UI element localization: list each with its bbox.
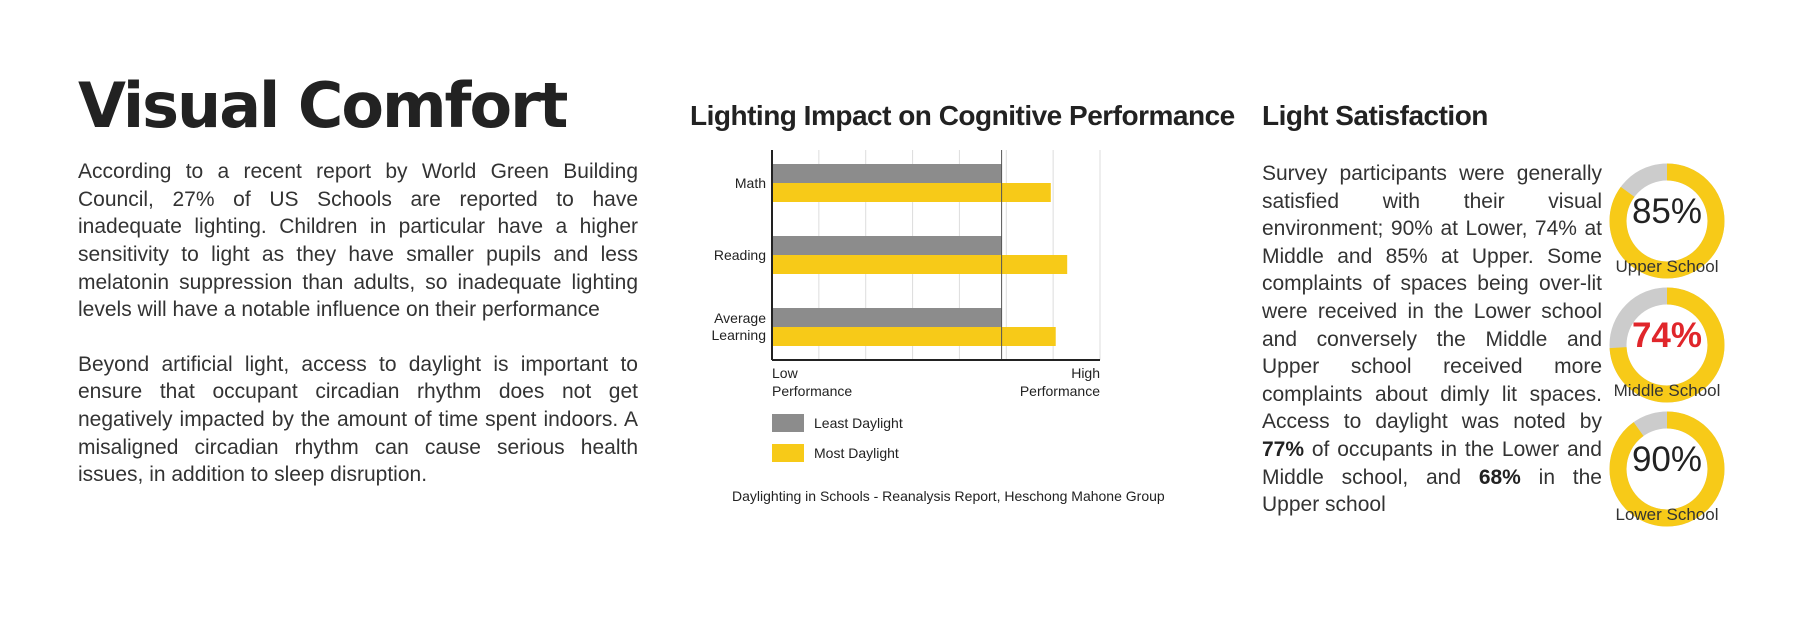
x-tick-low: Performance [772,383,852,399]
donut-middle-school: 74% Middle School [1608,286,1726,404]
legend-label: Most Daylight [814,445,899,461]
survey-text-part3: in the Upper school [1262,465,1602,517]
category-label: Reading [714,247,766,263]
donut-arc [1609,411,1725,527]
bar-most-daylight [772,255,1068,274]
bar-most-daylight [772,183,1051,202]
bar-least-daylight [772,236,1002,255]
satisfaction-title: Light Satisfaction [1262,100,1488,131]
donut-label-upper: Upper School [1615,257,1719,276]
survey-text-part2: of occupants in the Lower and Middle sch… [1262,437,1602,489]
donut-label-middle: Middle School [1613,381,1721,400]
bar-least-daylight [772,308,1002,327]
intro-paragraph: According to a recent report by World Gr… [78,160,638,322]
chart-source: Daylighting in Schools - Reanalysis Repo… [732,488,1165,504]
donut-chart-middle [1609,287,1725,403]
donut-value-upper: 85% [1631,192,1703,231]
donut-chart-upper [1609,163,1725,279]
donut-arc [1609,163,1725,279]
page-title: Visual Comfort [78,69,568,142]
legend-label: Least Daylight [814,415,903,431]
category-label: Math [735,175,766,191]
x-tick-low: Low [772,365,799,381]
donut-lower-school: 90% Lower School [1608,410,1726,528]
x-tick-high: High [1071,365,1100,381]
legend-swatch [772,444,804,462]
donut-label-lower: Lower School [1615,505,1719,524]
chart-title: Lighting Impact on Cognitive Performance [690,100,1235,131]
survey-bold-upper: 68% [1478,465,1521,489]
visual-comfort-section: Visual Comfort According to a recent rep… [78,69,638,489]
donut-chart-lower [1609,411,1725,527]
x-tick-high: Performance [1020,383,1100,399]
survey-paragraph: Survey participants were generally satis… [1262,160,1602,519]
donut-upper-school: 85% Upper School [1608,162,1726,280]
donut-arc [1609,287,1725,403]
donut-value-middle: 74% [1631,316,1703,355]
daylight-paragraph: Beyond artificial light, access to dayli… [78,352,638,487]
donut-value-lower: 90% [1631,440,1703,479]
legend-swatch [772,414,804,432]
category-label: Average [714,310,766,326]
survey-bold-lower-middle: 77% [1262,437,1305,461]
bar-least-daylight [772,164,1002,183]
bar-most-daylight [772,327,1056,346]
category-label: Learning [712,327,767,343]
survey-text-part1: Survey participants were generally satis… [1262,162,1602,434]
